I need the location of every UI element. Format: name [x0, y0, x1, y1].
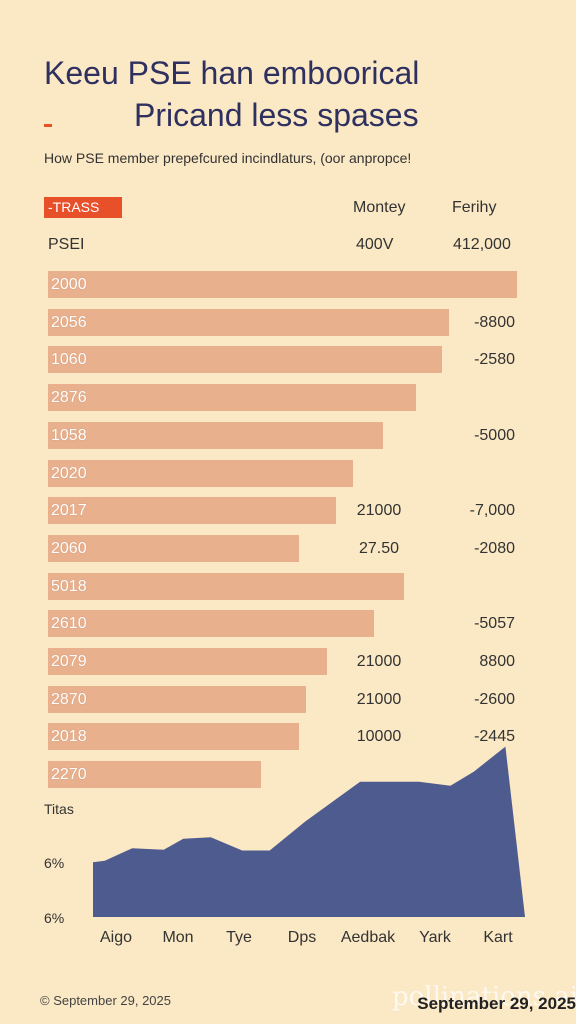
bar-category-label: 2079 [51, 653, 87, 670]
watermark: pollinations.ai [392, 982, 576, 1012]
index-row-value-2: 412,000 [453, 236, 511, 253]
bar [48, 459, 353, 487]
area-x-tick-label: Yark [419, 929, 452, 946]
bar-category-label: 2870 [51, 690, 87, 708]
area-x-tick-label: Tye [226, 929, 252, 946]
index-row-value-1: 400V [356, 236, 394, 253]
bar-category-label: 2060 [51, 539, 87, 557]
bar-value-col1: 21000 [356, 502, 402, 520]
area-x-tick-label: Dps [288, 929, 316, 946]
bar [48, 346, 442, 374]
bar-value-col1: 21000 [356, 690, 402, 708]
area-y-tick-2: 6% [44, 910, 65, 926]
bar [48, 421, 384, 449]
bar [48, 572, 405, 600]
bar-value-col2: -2600 [474, 690, 515, 708]
area-y-tick-1: 6% [44, 855, 65, 871]
bar-category-label: 1058 [51, 426, 87, 444]
bar-category-label: 2018 [51, 728, 87, 746]
bar [48, 534, 299, 562]
bar-category-label: 2000 [51, 276, 87, 293]
bar-chart: 2000 2056 -8800 1060 -2580 2876 1058 -5000 2020 2… [48, 271, 517, 789]
chart-title: Keeu PSE han emboorical Pricand less spa… [44, 52, 544, 136]
bar-value-col2: -2445 [474, 728, 515, 746]
footer-date-right: September 29, 2025 [417, 994, 576, 1013]
area-chart-title: Titas [44, 801, 74, 817]
bar-category-label: 2876 [51, 389, 87, 407]
index-row-label: PSEI [48, 236, 85, 253]
bar [48, 723, 299, 751]
bar-value-col1: 21000 [356, 653, 402, 670]
bar-value-col2: -5057 [474, 615, 515, 633]
bar-value-col1: 10000 [356, 728, 402, 746]
tag-badge: -TRASS [44, 197, 122, 218]
bar [48, 271, 517, 298]
bar [48, 610, 374, 638]
column-header-2: Ferihy [452, 199, 497, 216]
bar-value-col2: -8800 [474, 313, 515, 331]
bar [48, 648, 328, 675]
bar [48, 497, 337, 525]
bar-category-label: 1060 [51, 351, 87, 369]
bar-value-col2: -2080 [474, 539, 515, 557]
area-x-tick-label: Kart [483, 929, 513, 946]
area-x-tick-label: Aigo [100, 929, 132, 946]
bar [48, 384, 417, 412]
area-x-tick-label: Mon [162, 929, 193, 946]
bar [48, 761, 262, 789]
area-series [93, 746, 525, 917]
bar-category-label: 2610 [51, 615, 87, 633]
bar [48, 685, 306, 713]
bar-category-label: 2017 [51, 502, 87, 520]
chart-subtitle: How PSE member prepefcured incindlaturs,… [44, 150, 412, 166]
area-x-tick-label: Aedbak [341, 929, 396, 946]
bar-value-col2: -5000 [474, 426, 515, 444]
title-accent-mark [44, 124, 52, 127]
bar-category-label: 2270 [51, 766, 87, 784]
bar-category-label: 5018 [51, 577, 87, 595]
title-line-2: Pricand less spases [134, 97, 419, 133]
title-line-1: Keeu PSE han emboorical [44, 55, 420, 91]
bar [48, 308, 449, 336]
footer-date: © September 29, 2025 [40, 993, 171, 1008]
bar-value-col2: -7,000 [469, 502, 515, 520]
bar-value-col2: -2580 [474, 351, 515, 369]
bar-value-col1: 27.50 [358, 539, 400, 557]
column-header-1: Montey [353, 199, 406, 216]
bar-category-label: 2020 [51, 464, 87, 482]
bar-value-col2: 8800 [479, 653, 515, 670]
bar-category-label: 2056 [51, 313, 87, 331]
